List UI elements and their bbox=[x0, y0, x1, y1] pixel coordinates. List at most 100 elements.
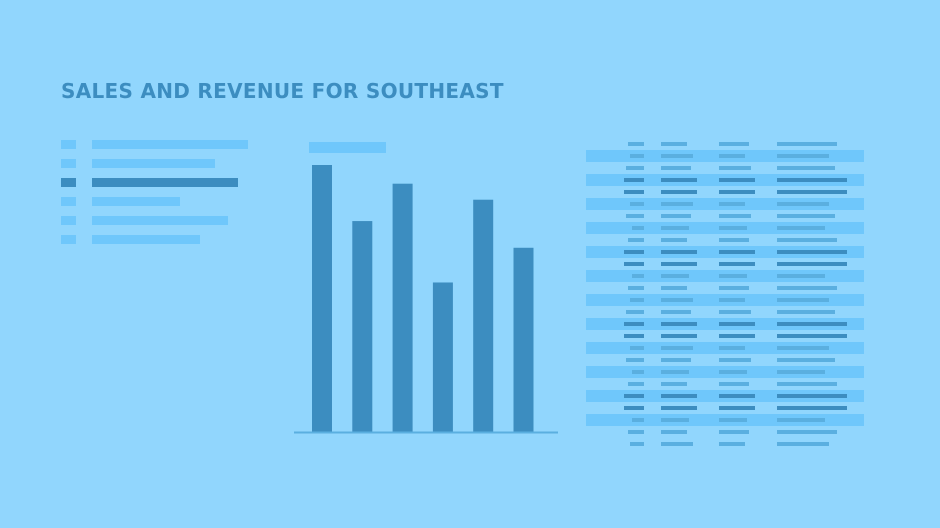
legend-label-placeholder bbox=[92, 235, 200, 244]
legend-label-placeholder bbox=[92, 216, 228, 225]
table-cell-placeholder bbox=[777, 226, 825, 230]
table-cell-placeholder bbox=[624, 178, 644, 182]
table-cell-placeholder bbox=[661, 418, 689, 422]
legend-item bbox=[61, 178, 261, 187]
legend-swatch bbox=[61, 140, 76, 149]
table-cell-placeholder bbox=[661, 286, 687, 290]
table-cell-placeholder bbox=[626, 214, 644, 218]
table-cell-placeholder bbox=[661, 358, 691, 362]
table-row bbox=[586, 294, 864, 306]
table-cell-placeholder bbox=[661, 310, 691, 314]
table-cell-placeholder bbox=[719, 322, 755, 326]
table-row bbox=[586, 186, 864, 198]
table-row bbox=[586, 318, 864, 330]
legend-item bbox=[61, 197, 261, 206]
table-cell-placeholder bbox=[630, 442, 644, 446]
table-cell-placeholder bbox=[661, 178, 697, 182]
legend-item bbox=[61, 140, 261, 149]
legend-label-placeholder bbox=[92, 140, 248, 149]
table-cell-placeholder bbox=[632, 418, 644, 422]
legend-swatch bbox=[61, 197, 76, 206]
table-cell-placeholder bbox=[661, 274, 689, 278]
table-cell-placeholder bbox=[777, 142, 837, 146]
table-cell-placeholder bbox=[624, 394, 644, 398]
table-cell-placeholder bbox=[777, 238, 837, 242]
table-cell-placeholder bbox=[624, 262, 644, 266]
table-cell-placeholder bbox=[628, 382, 644, 386]
table-cell-placeholder bbox=[777, 370, 825, 374]
table-cell-placeholder bbox=[719, 202, 745, 206]
table-row bbox=[586, 138, 864, 150]
table-cell-placeholder bbox=[661, 406, 697, 410]
table-cell-placeholder bbox=[632, 370, 644, 374]
table-cell-placeholder bbox=[661, 226, 689, 230]
table-cell-placeholder bbox=[719, 214, 751, 218]
table-cell-placeholder bbox=[777, 322, 847, 326]
table-row bbox=[586, 402, 864, 414]
table-cell-placeholder bbox=[630, 346, 644, 350]
table-cell-placeholder bbox=[628, 286, 644, 290]
table-cell-placeholder bbox=[719, 358, 751, 362]
chart-bar bbox=[432, 282, 453, 432]
table-cell-placeholder bbox=[661, 250, 697, 254]
table-cell-placeholder bbox=[628, 430, 644, 434]
table-cell-placeholder bbox=[661, 154, 693, 158]
table-row bbox=[586, 222, 864, 234]
table-row bbox=[586, 258, 864, 270]
legend-item bbox=[61, 216, 261, 225]
table-row bbox=[586, 198, 864, 210]
table-cell-placeholder bbox=[719, 154, 745, 158]
table-cell-placeholder bbox=[630, 154, 644, 158]
table-cell-placeholder bbox=[719, 310, 751, 314]
table-cell-placeholder bbox=[632, 274, 644, 278]
table-cell-placeholder bbox=[777, 214, 835, 218]
table-cell-placeholder bbox=[719, 442, 745, 446]
table-cell-placeholder bbox=[624, 190, 644, 194]
chart-bar bbox=[312, 165, 332, 432]
table-cell-placeholder bbox=[661, 334, 697, 338]
table-cell-placeholder bbox=[719, 430, 749, 434]
legend-label-placeholder bbox=[92, 159, 215, 168]
table-cell-placeholder bbox=[661, 394, 697, 398]
legend-item bbox=[61, 235, 261, 244]
legend-swatch bbox=[61, 178, 76, 187]
table-cell-placeholder bbox=[719, 286, 749, 290]
table-cell-placeholder bbox=[628, 238, 644, 242]
table-cell-placeholder bbox=[719, 370, 747, 374]
table-cell-placeholder bbox=[777, 310, 835, 314]
table-cell-placeholder bbox=[719, 262, 755, 266]
table-row bbox=[586, 234, 864, 246]
table-cell-placeholder bbox=[719, 382, 749, 386]
table-cell-placeholder bbox=[777, 154, 829, 158]
table-cell-placeholder bbox=[661, 214, 691, 218]
table-cell-placeholder bbox=[719, 394, 755, 398]
table-cell-placeholder bbox=[661, 322, 697, 326]
table-cell-placeholder bbox=[630, 298, 644, 302]
table-cell-placeholder bbox=[777, 430, 837, 434]
table-cell-placeholder bbox=[777, 394, 847, 398]
table-cell-placeholder bbox=[661, 238, 687, 242]
table-cell-placeholder bbox=[777, 286, 837, 290]
table-cell-placeholder bbox=[624, 322, 644, 326]
table-cell-placeholder bbox=[626, 358, 644, 362]
table-cell-placeholder bbox=[719, 418, 747, 422]
table-cell-placeholder bbox=[777, 406, 847, 410]
table-cell-placeholder bbox=[719, 250, 755, 254]
table-cell-placeholder bbox=[719, 166, 751, 170]
table-cell-placeholder bbox=[777, 346, 829, 350]
table-cell-placeholder bbox=[661, 430, 687, 434]
table-cell-placeholder bbox=[719, 346, 745, 350]
table-cell-placeholder bbox=[624, 406, 644, 410]
table-row bbox=[586, 378, 864, 390]
chart-bar bbox=[352, 221, 373, 432]
legend-swatch bbox=[61, 216, 76, 225]
table-cell-placeholder bbox=[777, 442, 829, 446]
table-row bbox=[586, 150, 864, 162]
table-cell-placeholder bbox=[777, 298, 829, 302]
table-cell-placeholder bbox=[719, 190, 755, 194]
table-row bbox=[586, 366, 864, 378]
table-cell-placeholder bbox=[777, 382, 837, 386]
table-cell-placeholder bbox=[626, 310, 644, 314]
table-cell-placeholder bbox=[661, 298, 693, 302]
table-row bbox=[586, 426, 864, 438]
